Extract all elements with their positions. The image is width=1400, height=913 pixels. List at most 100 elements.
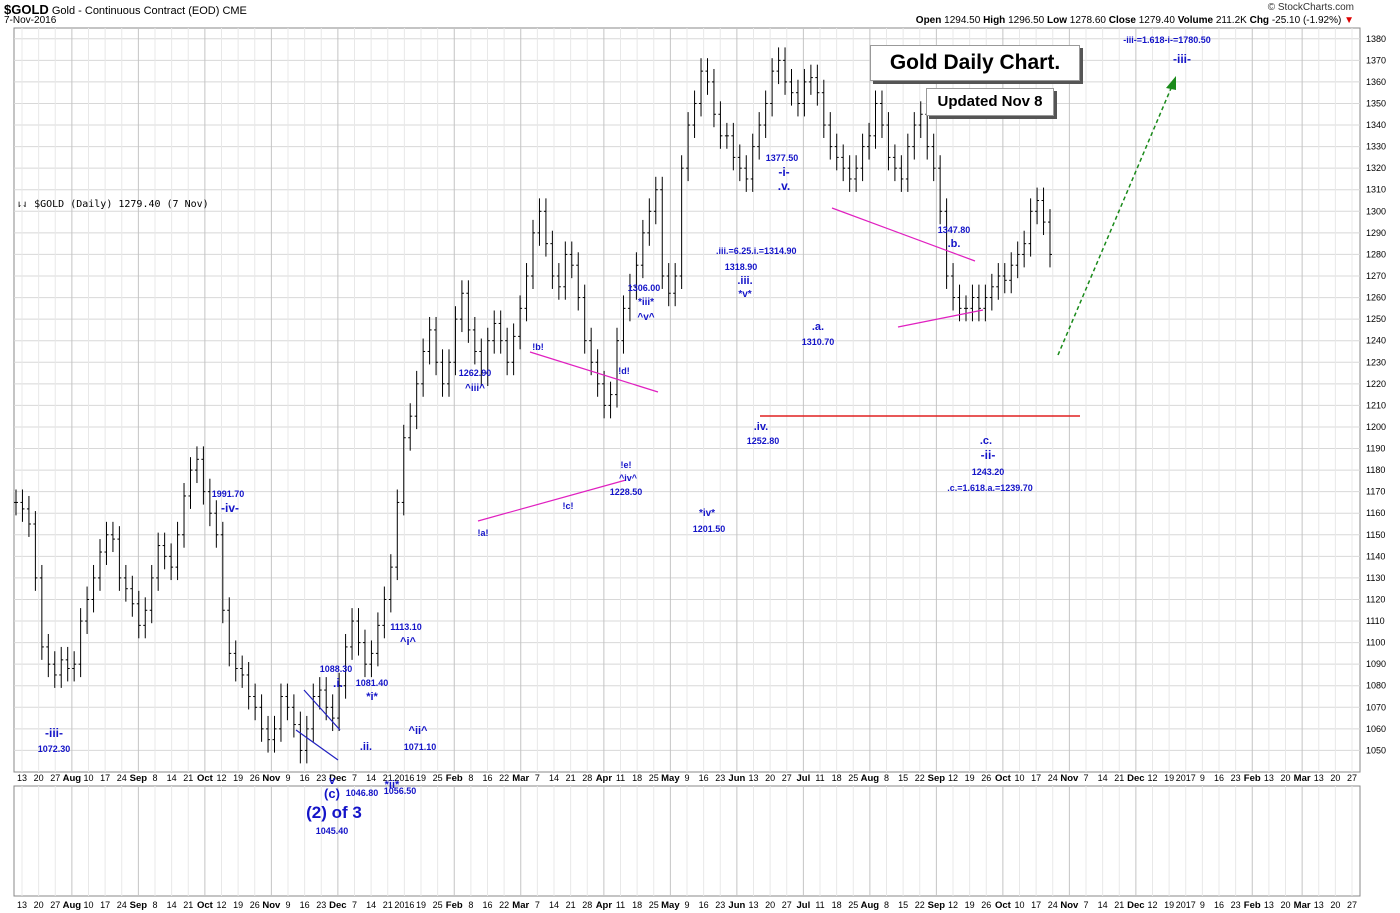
x-tick-label: 21 [183,773,193,783]
x-tick-label-lower: 8 [884,900,889,910]
x-tick-label: 22 [915,773,925,783]
x-tick-label-lower: 16 [300,900,310,910]
bar-chart-icon: ⇂⇃ [16,199,29,210]
price-bar [194,446,199,484]
wave-annotation: -iii- [1173,52,1191,66]
price-bar [841,144,846,182]
triangle2-lower-line [897,309,984,328]
y-tick-label: 1280 [1366,249,1386,259]
price-bar [983,284,988,322]
price-bar [311,683,316,742]
price-bar [666,263,671,307]
price-bar [537,198,542,246]
price-bar [104,521,109,565]
price-bar [472,316,477,365]
price-bar [944,198,949,289]
y-tick-label: 1090 [1366,659,1386,669]
price-bar [582,284,587,354]
x-tick-label: 21 [1114,773,1124,783]
x-tick-label-lower: Oct [197,900,214,911]
close-value: 1279.40 [1138,15,1175,26]
wave-annotation: 1113.10 [390,622,422,632]
price-bar [85,586,90,634]
wave-annotation: .c. [980,435,992,447]
wave-annotation: 1046.80 [346,788,379,798]
x-tick-label-lower: 25 [649,900,659,910]
price-bar [175,521,180,581]
price-bar [304,715,309,764]
diagonal-upper-line [303,689,341,731]
price-bar [285,683,290,721]
x-tick-label: 10 [1014,773,1024,783]
x-tick-label-lower: Jun [728,900,745,911]
x-tick-label-lower: 15 [898,900,908,910]
price-bar [143,597,148,639]
chart-title-line: $GOLD Gold - Continuous Contract (EOD) C… [4,2,247,17]
x-tick-label: 23 [715,773,725,783]
triangle-upper-line [529,351,659,393]
price-bar [39,564,44,660]
wave-annotation: .b. [948,238,961,250]
x-tick-label-lower: 23 [715,900,725,910]
price-bar [976,284,981,322]
price-bar [337,672,342,732]
wave-annotation: ^iii^ [465,383,485,394]
price-bar [1048,209,1052,268]
y-tick-label: 1260 [1366,293,1386,303]
price-bar [970,284,975,322]
x-tick-label: 19 [416,773,426,783]
price-bar [776,47,781,85]
price-bar [912,112,917,160]
price-bar [724,122,729,149]
wave-annotation: 1318.90 [725,262,758,272]
x-tick-label: 20 [1330,773,1340,783]
price-bar [834,133,839,171]
x-tick-label-lower: 12 [948,900,958,910]
price-bar [627,273,632,322]
price-bar [414,370,419,430]
price-bar [653,176,658,225]
x-tick-label: 14 [1098,773,1108,783]
wave-annotation: 1228.50 [610,487,643,497]
price-bar [1015,241,1020,279]
volume-label: Volume [1177,15,1214,26]
stockcharts-brand[interactable]: © StockCharts.com [1267,2,1354,13]
x-tick-label-lower: 22 [915,900,925,910]
price-bar [492,310,497,354]
x-tick-label: Oct [995,773,1012,784]
volume-value: 211.2K [1215,15,1247,26]
x-tick-label: 23 [1231,773,1241,783]
price-bar [395,489,400,581]
price-bar [615,327,620,408]
wave-annotation: 1201.50 [693,524,726,534]
x-tick-label: 21 [383,773,393,783]
wave-annotation: -iv- [221,501,239,515]
price-bar [233,640,238,682]
x-tick-label: 8 [152,773,157,783]
chart-date: 7-Nov-2016 [4,15,57,26]
y-tick-label: 1060 [1366,724,1386,734]
price-bar [918,101,923,138]
price-bar [711,68,716,128]
price-bar [828,112,833,160]
x-tick-label-lower: Sep [928,900,946,911]
x-tick-label-lower: Mar [1294,900,1311,911]
price-bar [350,608,355,660]
x-tick-label-lower: 10 [1014,900,1024,910]
y-tick-label: 1230 [1366,357,1386,367]
price-bar [996,263,1001,300]
wave-annotation: !a! [478,528,489,538]
price-bar [873,90,878,149]
wave-annotation: ^i^ [400,636,416,648]
wave-annotation: 1072.30 [38,744,71,754]
wave-annotation: (c) [324,786,340,801]
x-tick-label: Feb [446,773,463,784]
x-tick-label: 16 [699,773,709,783]
price-bar [854,155,859,192]
wave-annotation: .v. [778,179,790,193]
price-bar [182,483,187,548]
price-bar [207,478,212,527]
price-bar [65,646,70,682]
price-bar [52,651,57,688]
